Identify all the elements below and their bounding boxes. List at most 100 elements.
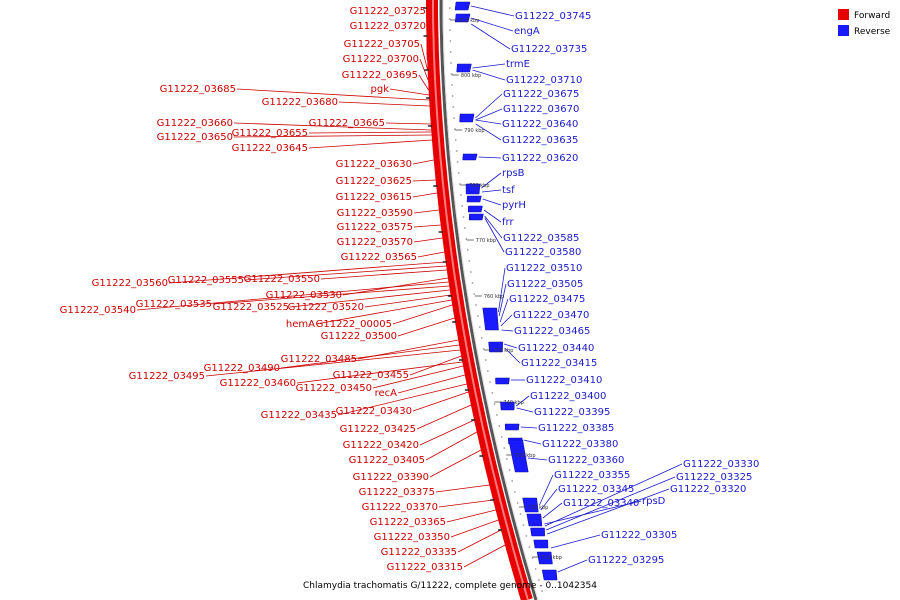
reverse-gene-label-g11222-03510[interactable]: G11222_03510 (506, 263, 582, 274)
forward-gene-label-g11222-03425[interactable]: G11222_03425 (340, 424, 416, 435)
reverse-gene-label-rpsb[interactable]: rpsB (502, 168, 525, 179)
forward-gene-label-pgk[interactable]: pgk (371, 84, 390, 95)
reverse-leader-line (542, 502, 563, 519)
forward-gene-label-g11222-03490[interactable]: G11222_03490 (204, 363, 280, 374)
forward-gene-label-g11222-03705[interactable]: G11222_03705 (344, 39, 420, 50)
forward-gene-label-g11222-03520[interactable]: G11222_03520 (288, 302, 364, 313)
forward-leader-line (438, 499, 494, 508)
reverse-gene-label-g11222-03305[interactable]: G11222_03305 (601, 530, 677, 541)
forward-gene-label-g11222-03350[interactable]: G11222_03350 (374, 532, 450, 543)
forward-gene-label-g11222-03590[interactable]: G11222_03590 (337, 208, 413, 219)
reverse-gene-label-g11222-03670[interactable]: G11222_03670 (503, 104, 579, 115)
forward-leader-line (397, 317, 455, 337)
reverse-gene-label-g11222-03380[interactable]: G11222_03380 (542, 439, 618, 450)
reverse-gene-label-g11222-03635[interactable]: G11222_03635 (502, 135, 578, 146)
forward-gene-label-g11222-03540[interactable]: G11222_03540 (60, 305, 136, 316)
reverse-gene-label-g11222-03410[interactable]: G11222_03410 (526, 375, 602, 386)
forward-gene-label-g11222-03375[interactable]: G11222_03375 (359, 487, 435, 498)
reverse-leader-line (503, 343, 518, 349)
forward-gene-label-g11222-03695[interactable]: G11222_03695 (342, 70, 418, 81)
reverse-gene-label-g11222-03675[interactable]: G11222_03675 (503, 89, 579, 100)
forward-gene-label-g11222-03680[interactable]: G11222_03680 (262, 97, 338, 108)
reverse-gene-label-g11222-03320[interactable]: G11222_03320 (670, 484, 746, 495)
forward-gene-label-g11222-03575[interactable]: G11222_03575 (337, 222, 413, 233)
forward-gene-label-g11222-03725[interactable]: G11222_03725 (350, 6, 426, 17)
reverse-gene-label-g11222-03505[interactable]: G11222_03505 (507, 279, 583, 290)
reverse-gene-label-tsf[interactable]: tsf (502, 185, 515, 196)
forward-leader-line (412, 192, 438, 198)
forward-gene-label-hema[interactable]: hemA (286, 319, 315, 330)
reverse-gene-label-g11222-03620[interactable]: G11222_03620 (502, 153, 578, 164)
reverse-leader-line (481, 172, 502, 189)
reverse-gene-label-g11222-03640[interactable]: G11222_03640 (502, 119, 578, 130)
forward-gene-label-g11222-03650[interactable]: G11222_03650 (157, 132, 233, 143)
forward-gene-label-g11222-03645[interactable]: G11222_03645 (232, 143, 308, 154)
forward-gene-label-g11222-00005[interactable]: G11222_00005 (316, 319, 392, 330)
reverse-gene-label-g11222-03470[interactable]: G11222_03470 (513, 310, 589, 321)
reverse-gene-label-g11222-03395[interactable]: G11222_03395 (534, 407, 610, 418)
forward-gene-label-g11222-03435[interactable]: G11222_03435 (261, 410, 337, 421)
forward-gene-label-g11222-03495[interactable]: G11222_03495 (129, 371, 205, 382)
reverse-gene-label-g11222-03475[interactable]: G11222_03475 (509, 294, 585, 305)
forward-gene-label-g11222-03525[interactable]: G11222_03525 (213, 302, 289, 313)
forward-gene-label-g11222-03335[interactable]: G11222_03335 (381, 547, 457, 558)
forward-gene-label-g11222-03390[interactable]: G11222_03390 (353, 472, 429, 483)
forward-gene-label-g11222-03615[interactable]: G11222_03615 (336, 192, 412, 203)
forward-gene-label-g11222-03660[interactable]: G11222_03660 (157, 118, 233, 129)
reverse-gene-label-g11222-03385[interactable]: G11222_03385 (538, 423, 614, 434)
reverse-gene-label-g11222-03355[interactable]: G11222_03355 (554, 470, 630, 481)
forward-gene-label-g11222-03720[interactable]: G11222_03720 (350, 21, 426, 32)
forward-leader-line (280, 344, 460, 369)
reverse-gene-label-enga[interactable]: engA (514, 26, 540, 37)
forward-gene-label-g11222-03365[interactable]: G11222_03365 (370, 517, 446, 528)
reverse-gene-label-trme[interactable]: trmE (506, 59, 530, 70)
forward-gene-label-g11222-03570[interactable]: G11222_03570 (337, 237, 413, 248)
forward-gene-label-g11222-03630[interactable]: G11222_03630 (336, 159, 412, 170)
forward-gene-label-g11222-03370[interactable]: G11222_03370 (362, 502, 438, 513)
forward-gene-label-g11222-03430[interactable]: G11222_03430 (336, 406, 412, 417)
forward-gene-label-g11222-03405[interactable]: G11222_03405 (349, 455, 425, 466)
forward-gene-label-g11222-03460[interactable]: G11222_03460 (220, 378, 296, 389)
forward-gene-label-g11222-03655[interactable]: G11222_03655 (232, 128, 308, 139)
reverse-gene-label-g11222-03325[interactable]: G11222_03325 (676, 472, 752, 483)
reverse-gene-label-g11222-03345[interactable]: G11222_03345 (558, 484, 634, 495)
reverse-gene-label-g11222-03465[interactable]: G11222_03465 (514, 326, 590, 337)
reverse-leader-line (472, 63, 506, 69)
forward-gene-label-g11222-03530[interactable]: G11222_03530 (266, 290, 342, 301)
forward-gene-label-g11222-03555[interactable]: G11222_03555 (168, 275, 244, 286)
forward-gene-label-g11222-03625[interactable]: G11222_03625 (336, 176, 412, 187)
forward-gene-label-reca[interactable]: recA (375, 388, 398, 399)
forward-gene-label-g11222-03550[interactable]: G11222_03550 (244, 274, 320, 285)
reverse-gene-label-g11222-03330[interactable]: G11222_03330 (683, 459, 759, 470)
reverse-gene-label-g11222-03735[interactable]: G11222_03735 (511, 44, 587, 55)
forward-gene-label-g11222-03485[interactable]: G11222_03485 (281, 354, 357, 365)
forward-gene-label-g11222-03685[interactable]: G11222_03685 (160, 84, 236, 95)
reverse-gene-label-g11222-03710[interactable]: G11222_03710 (506, 75, 582, 86)
forward-gene-label-g11222-03500[interactable]: G11222_03500 (321, 331, 397, 342)
reverse-gene-label-pyrh[interactable]: pyrH (502, 200, 526, 211)
reverse-gene-label-g11222-03585[interactable]: G11222_03585 (503, 233, 579, 244)
reverse-gene-label-g11222-03400[interactable]: G11222_03400 (530, 391, 606, 402)
forward-gene-label-g11222-03455[interactable]: G11222_03455 (333, 370, 409, 381)
forward-leader-line (413, 224, 441, 228)
reverse-gene-label-g11222-03340[interactable]: G11222_03340 (563, 498, 639, 509)
reverse-gene-label-g11222-03440[interactable]: G11222_03440 (518, 343, 594, 354)
reverse-gene-label-g11222-03415[interactable]: G11222_03415 (521, 358, 597, 369)
forward-gene-label-g11222-03315[interactable]: G11222_03315 (387, 562, 463, 573)
reverse-gene-label-g11222-03295[interactable]: G11222_03295 (588, 555, 664, 566)
forward-gene-label-g11222-03535[interactable]: G11222_03535 (136, 299, 212, 310)
legend-reverse-label: Reverse (854, 27, 891, 37)
forward-gene-label-g11222-03560[interactable]: G11222_03560 (92, 278, 168, 289)
reverse-gene-label-g11222-03360[interactable]: G11222_03360 (548, 455, 624, 466)
reverse-gene-label-g11222-03580[interactable]: G11222_03580 (505, 247, 581, 258)
reverse-leader-line (527, 457, 548, 461)
forward-leader-line (296, 361, 463, 384)
forward-gene-label-g11222-03700[interactable]: G11222_03700 (343, 54, 419, 65)
reverse-gene-label-rpsd[interactable]: rpsD (642, 496, 666, 507)
forward-gene-label-g11222-03565[interactable]: G11222_03565 (341, 252, 417, 263)
reverse-gene-label-frr[interactable]: frr (502, 217, 514, 228)
forward-gene-label-g11222-03420[interactable]: G11222_03420 (343, 440, 419, 451)
forward-gene-label-g11222-03450[interactable]: G11222_03450 (296, 383, 372, 394)
reverse-gene-label-g11222-03745[interactable]: G11222_03745 (515, 11, 591, 22)
forward-gene-label-g11222-03665[interactable]: G11222_03665 (309, 118, 385, 129)
